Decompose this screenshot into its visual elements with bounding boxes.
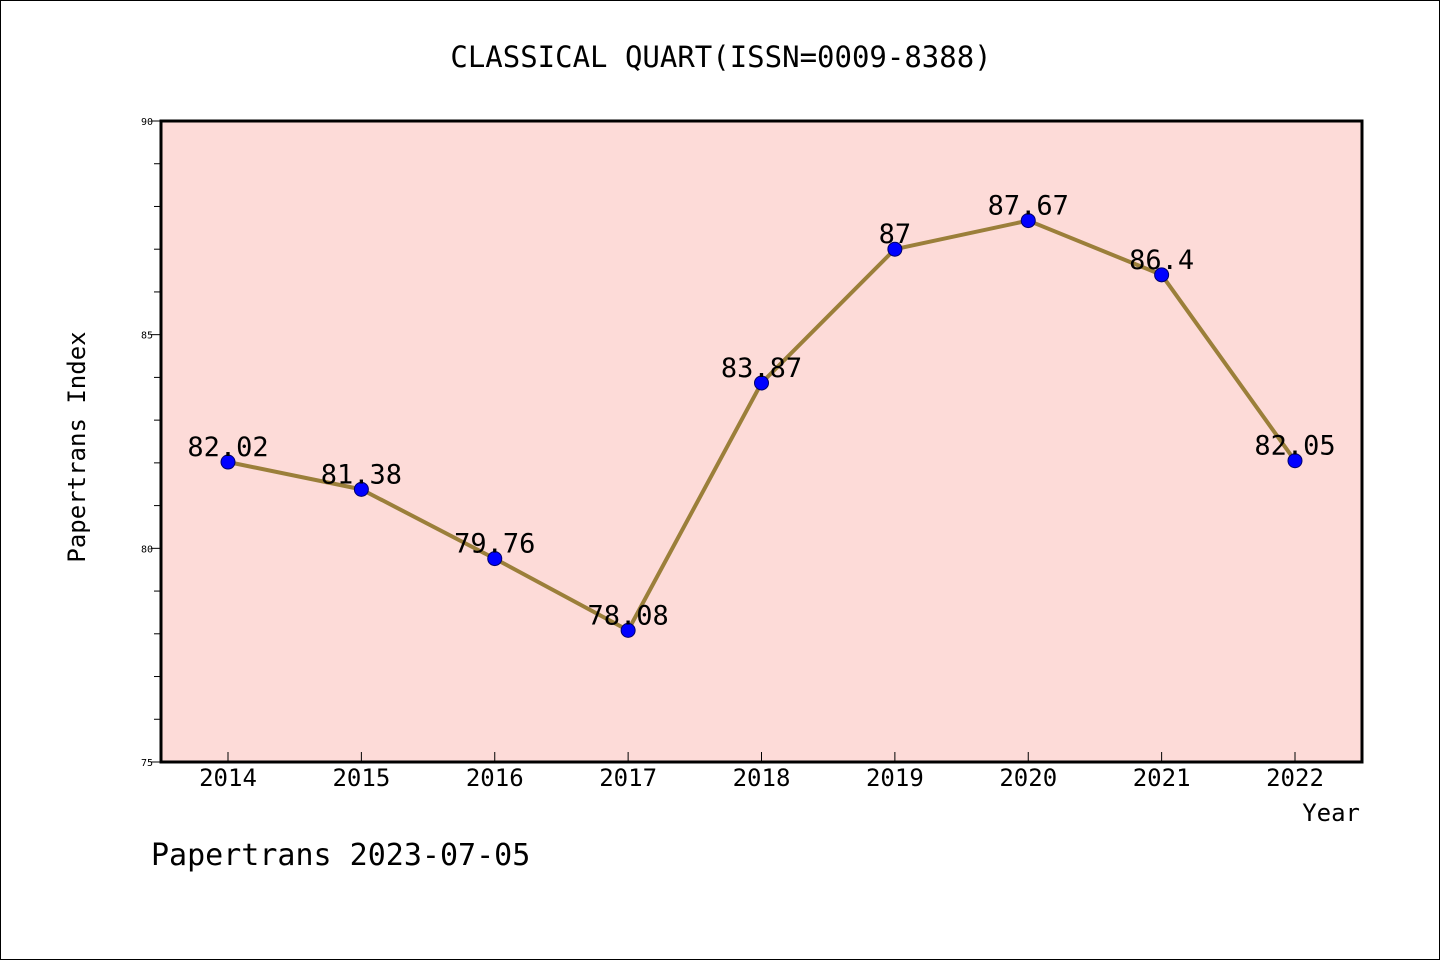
x-tick-label: 2018	[733, 764, 791, 792]
y-tick-label: 85	[141, 331, 153, 342]
data-point-marker	[754, 375, 769, 391]
chart-title: CLASSICAL QUART(ISSN=0009-8388)	[450, 40, 991, 74]
x-tick-label: 2014	[199, 764, 257, 792]
x-axis-label: Year	[1302, 799, 1360, 827]
data-point-marker	[487, 551, 503, 567]
series-markers	[220, 213, 1303, 638]
y-tick-label: 90	[141, 117, 153, 128]
x-tick-label: 2021	[1133, 764, 1191, 792]
x-tick-label: 2020	[999, 764, 1057, 792]
x-tick-label: 2022	[1266, 764, 1324, 792]
data-point-label: 82.02	[187, 432, 268, 463]
data-point-marker	[1154, 267, 1170, 283]
x-axis-ticks: 2014 2015 2016 2017 2018 2019 2020 2021 2022	[199, 752, 1324, 792]
data-point-label: 78.08	[587, 600, 668, 631]
data-point-label: 87.67	[988, 191, 1069, 222]
data-point-label: 87	[879, 219, 912, 250]
x-tick-label: 2015	[332, 764, 390, 792]
data-point-marker	[620, 622, 636, 638]
data-labels: 82.02 81.38 79.76 78.08 83.87 87 87.67 86.4 82.0…	[187, 191, 1335, 632]
data-point-label: 81.38	[321, 459, 402, 490]
data-point-marker	[887, 241, 903, 257]
x-tick-label: 2019	[866, 764, 924, 792]
data-point-marker	[1287, 453, 1303, 469]
data-point-label: 86.4	[1129, 245, 1194, 276]
y-axis-ticks: 75 80 85 90	[141, 117, 161, 769]
data-point-marker	[353, 481, 369, 497]
plot-area	[161, 121, 1362, 762]
data-point-marker	[220, 454, 236, 470]
x-tick-label: 2016	[466, 764, 524, 792]
plot-border	[159, 119, 1364, 764]
data-point-marker	[1020, 213, 1036, 229]
data-point-label: 79.76	[454, 529, 535, 560]
x-tick-label: 2017	[599, 764, 657, 792]
y-tick-label: 75	[141, 758, 153, 769]
footer-credit: Papertrans 2023-07-05	[151, 838, 530, 873]
y-axis-label: Papertrans Index	[63, 331, 91, 562]
data-point-label: 82.05	[1254, 431, 1335, 462]
data-point-label: 83.87	[721, 353, 802, 384]
y-tick-label: 80	[141, 544, 153, 555]
